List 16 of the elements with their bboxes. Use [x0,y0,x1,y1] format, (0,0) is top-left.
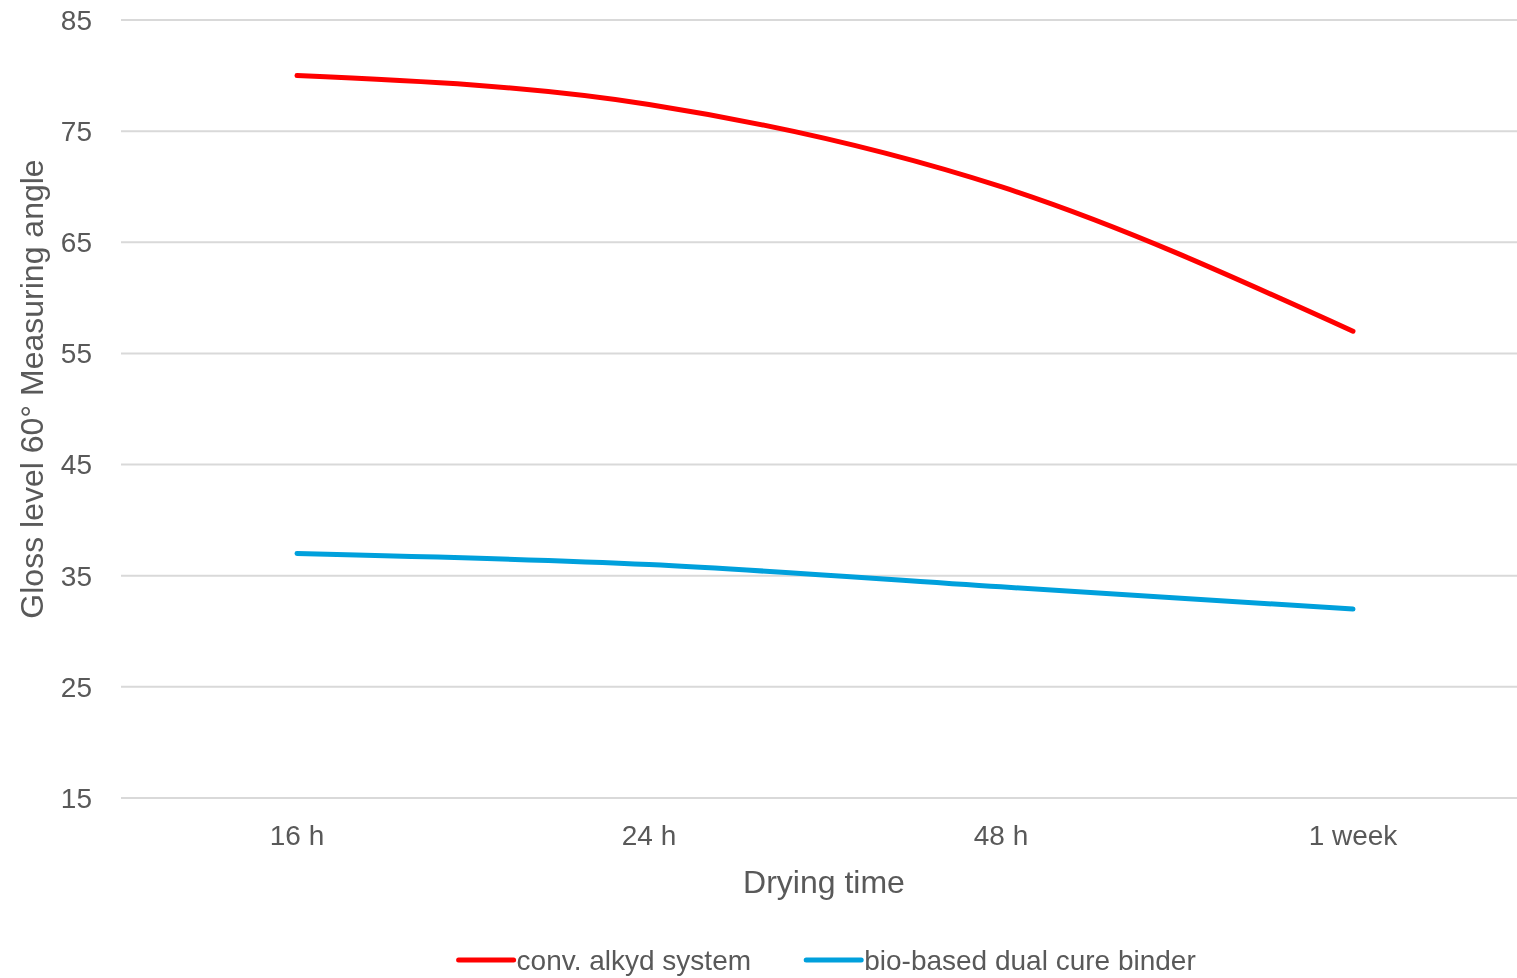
y-tick-label: 25 [60,671,92,703]
y-axis-title: Gloss level 60° Measuring angle [14,159,50,619]
y-tick-label: 75 [60,115,92,147]
legend-label: conv. alkyd system [516,945,752,976]
y-tick-label: 35 [60,560,92,592]
y-tick-label: 45 [60,449,92,481]
legend-label: bio-based dual cure binder [864,945,1196,976]
x-tick-label: 48 h [973,820,1029,851]
y-tick-label: 15 [60,782,92,814]
y-tick-label: 65 [60,227,92,259]
y-tick-label: 85 [60,4,92,36]
x-tick-label: 24 h [621,820,677,851]
y-tick-label: 55 [60,338,92,370]
x-tick-label: 1 week [1308,820,1399,851]
x-tick-label: 16 h [269,820,325,851]
x-axis-title: Drying time [743,864,905,900]
